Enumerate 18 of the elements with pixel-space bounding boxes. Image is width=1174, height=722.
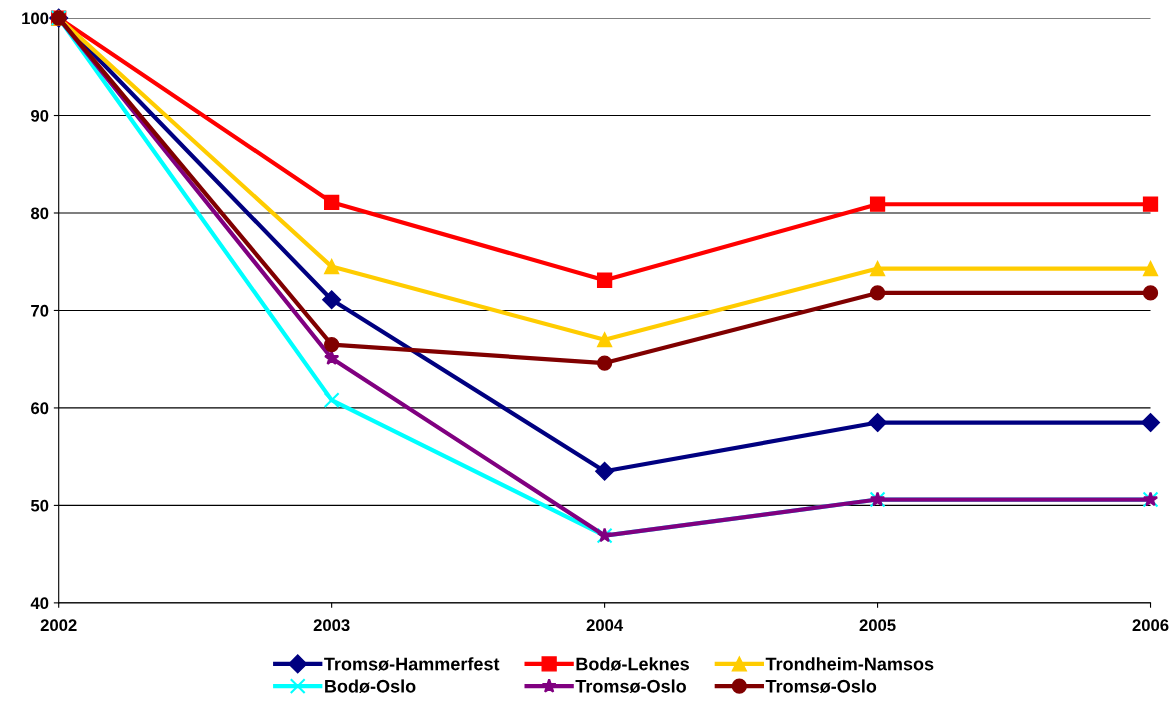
y-tick-label: 50 [30,499,49,512]
legend-label: Tromsø-Oslo [575,679,686,693]
x-tick-label: 2004 [586,619,624,632]
legend-label: Bodø-Leknes [576,657,689,671]
y-tick-label: 70 [31,304,49,317]
y-tick-label: 80 [30,207,49,220]
legend-label: Tromsø-Hammerfest [324,657,500,671]
y-tick-label: 60 [31,402,49,415]
y-tick-label: 40 [30,597,49,610]
x-tick-label: 2005 [859,619,896,632]
y-tick-label: 100 [22,12,49,25]
x-tick-label: 2002 [40,619,77,632]
legend-label: Bodø-Oslo [325,679,416,693]
x-tick-label: 2003 [313,619,350,632]
legend-label: Trondheim-Namsos [765,657,934,671]
y-tick-label: 90 [31,109,49,122]
x-tick-label: 2006 [1132,619,1169,632]
legend-label: Tromsø-Oslo [765,679,877,693]
